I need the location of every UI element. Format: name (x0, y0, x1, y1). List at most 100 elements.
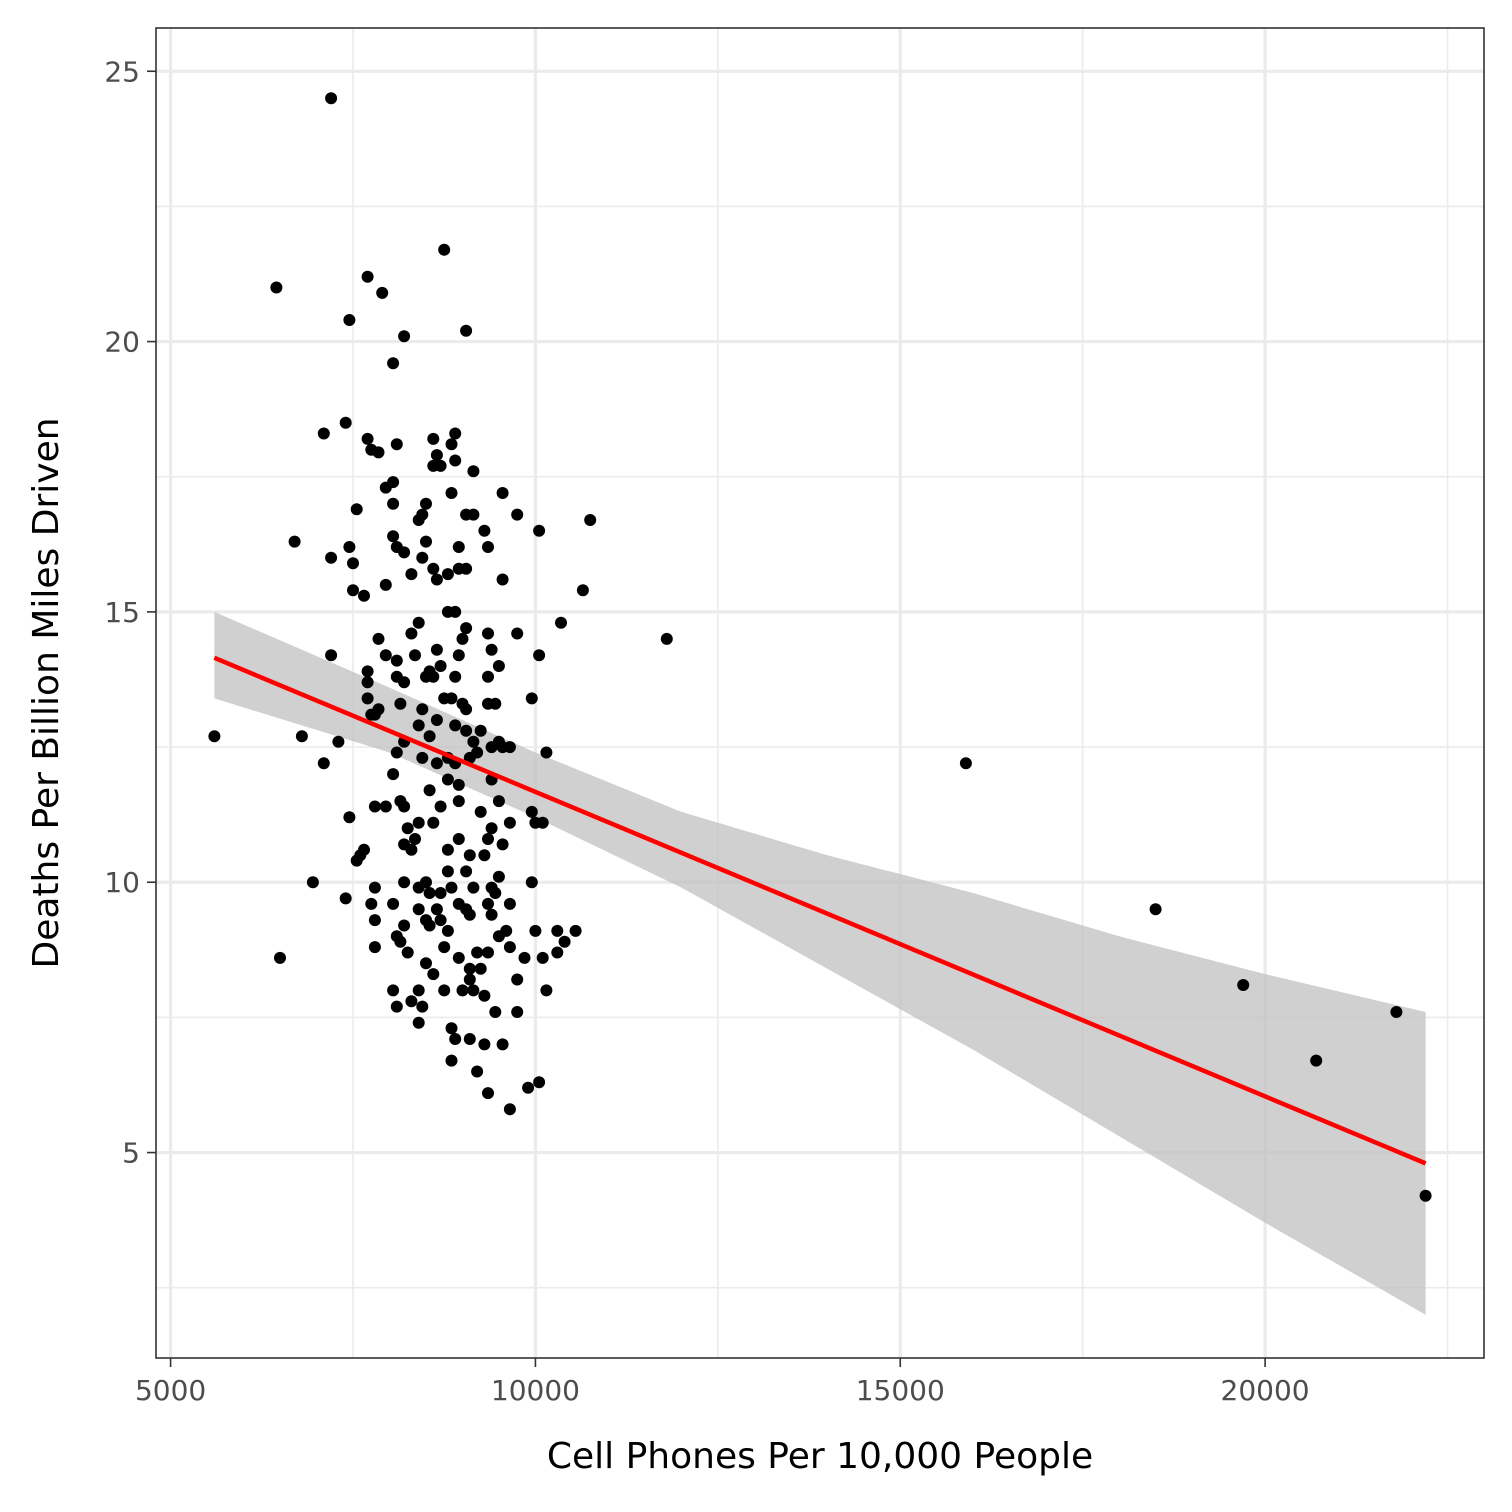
data-point (478, 989, 491, 1002)
data-point (445, 438, 458, 451)
plot-border (155, 27, 1485, 1359)
data-point (317, 757, 330, 770)
data-point (478, 849, 491, 862)
data-point (405, 995, 418, 1008)
data-point (449, 605, 462, 618)
data-point (445, 692, 458, 705)
data-point (427, 816, 440, 829)
data-point (434, 914, 447, 927)
data-point (551, 946, 564, 959)
data-point (496, 487, 509, 499)
data-point (430, 757, 443, 770)
data-point (361, 692, 374, 705)
data-point (467, 508, 480, 521)
data-point (551, 924, 564, 937)
data-point (660, 632, 673, 645)
data-point (482, 670, 494, 683)
data-point (467, 881, 480, 894)
data-point (441, 568, 454, 581)
data-point (463, 1033, 476, 1045)
data-point (503, 816, 516, 829)
data-point (529, 924, 542, 937)
data-point (317, 427, 330, 440)
data-point (416, 703, 429, 716)
data-point (325, 551, 338, 564)
data-point (438, 243, 451, 256)
data-point (449, 1033, 462, 1045)
data-point (511, 973, 524, 986)
confidence-band-layer (214, 611, 1426, 1315)
data-point (434, 660, 447, 672)
y-tick-label: 15 (104, 596, 140, 629)
data-point (401, 946, 414, 959)
data-point (427, 670, 440, 683)
data-point (430, 573, 443, 586)
data-point (398, 800, 411, 813)
data-point (409, 649, 421, 662)
data-point (485, 822, 498, 835)
data-point (423, 887, 436, 899)
data-point (1390, 1006, 1403, 1018)
data-point (482, 833, 494, 845)
data-point (456, 632, 469, 645)
data-point (420, 497, 432, 510)
data-point (1419, 1189, 1432, 1202)
data-point (492, 870, 505, 883)
data-point (467, 735, 480, 748)
data-point (445, 487, 458, 499)
data-point (460, 562, 473, 575)
data-point (427, 432, 440, 445)
data-point (463, 908, 476, 921)
data-point (387, 357, 400, 370)
data-point (368, 881, 381, 894)
data-point (405, 843, 418, 856)
data-point (390, 654, 403, 667)
minor-gridlines (156, 28, 1484, 1358)
data-point (474, 962, 487, 975)
data-point (405, 568, 418, 581)
y-tick-label: 5 (122, 1137, 140, 1170)
data-point (412, 616, 425, 629)
data-point (489, 1006, 502, 1018)
x-tick-labels: 5000 10000 15000 20000 (135, 1374, 1310, 1407)
data-point (416, 551, 429, 564)
data-point (576, 584, 589, 597)
data-point (339, 416, 352, 429)
data-point (569, 924, 582, 937)
data-point (390, 746, 403, 759)
data-point (482, 541, 494, 553)
data-point (387, 897, 400, 910)
confidence-band (214, 611, 1426, 1315)
data-point (423, 784, 436, 797)
data-point (387, 768, 400, 781)
data-point (460, 324, 473, 337)
data-point (387, 497, 400, 510)
data-point (427, 562, 440, 575)
data-point (405, 627, 418, 640)
data-point (518, 951, 531, 964)
data-point (460, 724, 473, 737)
data-point (525, 805, 538, 818)
data-point (496, 741, 509, 754)
data-point (445, 1054, 458, 1067)
data-point (423, 919, 436, 932)
data-point (471, 746, 484, 759)
data-point (445, 881, 458, 894)
y-tick-label: 10 (104, 866, 140, 899)
data-point (445, 1022, 458, 1035)
data-point (1149, 903, 1162, 916)
trend-line (213, 655, 1427, 1166)
y-tick-label: 20 (104, 326, 140, 359)
data-point (1310, 1054, 1323, 1067)
data-point (467, 984, 480, 997)
data-point (325, 92, 338, 105)
data-point (361, 432, 374, 445)
data-point (503, 897, 516, 910)
data-point (390, 438, 403, 451)
data-point (449, 454, 462, 467)
data-point (460, 865, 473, 878)
data-point (467, 465, 480, 478)
data-point (584, 514, 597, 526)
data-point (482, 1087, 494, 1100)
data-point (427, 968, 440, 981)
